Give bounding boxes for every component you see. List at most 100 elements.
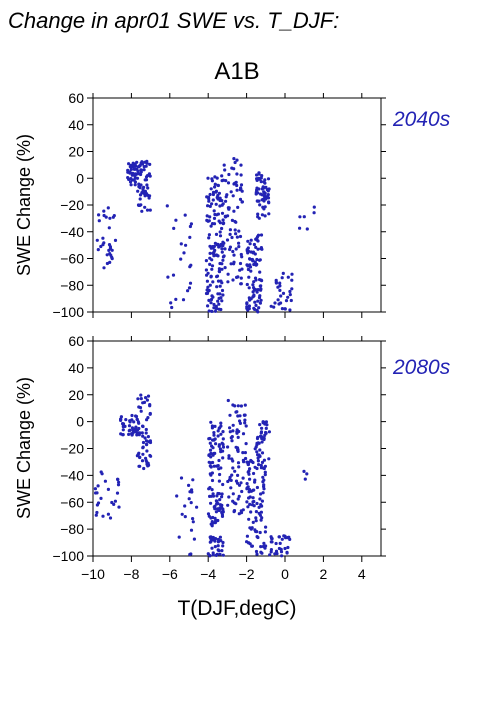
data-point xyxy=(218,552,222,556)
data-point xyxy=(235,235,239,239)
data-point xyxy=(222,221,226,225)
data-point xyxy=(147,172,151,176)
data-point xyxy=(254,549,259,554)
data-point xyxy=(180,512,184,516)
data-point xyxy=(221,430,225,434)
data-point xyxy=(226,272,230,276)
data-point xyxy=(113,238,118,242)
data-point xyxy=(237,241,241,245)
scenario-label: A1B xyxy=(214,58,259,85)
data-point xyxy=(212,254,216,258)
data-point xyxy=(286,275,290,279)
data-point xyxy=(255,552,259,556)
data-point xyxy=(216,548,220,552)
data-point xyxy=(215,285,219,289)
data-point xyxy=(145,449,149,453)
data-point xyxy=(215,519,219,523)
data-point xyxy=(170,305,174,310)
data-point xyxy=(245,301,249,305)
data-point xyxy=(227,495,231,499)
data-point xyxy=(179,242,183,246)
data-point xyxy=(238,268,242,272)
data-point xyxy=(107,243,112,247)
scatter-points xyxy=(95,157,316,314)
data-point xyxy=(218,498,222,502)
data-point xyxy=(256,212,260,216)
data-point xyxy=(221,540,225,545)
data-point xyxy=(172,226,176,230)
data-point xyxy=(217,492,221,496)
data-point xyxy=(102,266,106,270)
data-point xyxy=(216,537,220,542)
data-point xyxy=(218,535,222,539)
data-point xyxy=(97,213,101,217)
data-point xyxy=(139,409,143,413)
data-point xyxy=(212,302,216,307)
data-point xyxy=(143,189,147,193)
data-point xyxy=(262,436,266,440)
data-point xyxy=(138,455,142,460)
data-point xyxy=(101,514,105,518)
data-point xyxy=(233,181,237,185)
data-point xyxy=(236,473,240,477)
data-point xyxy=(96,501,101,505)
data-point xyxy=(221,456,225,460)
data-point xyxy=(235,410,239,414)
data-point xyxy=(263,470,267,474)
data-point xyxy=(110,257,114,261)
data-point xyxy=(107,226,111,230)
data-point xyxy=(280,307,284,311)
data-point xyxy=(130,426,134,430)
data-point xyxy=(247,275,251,279)
data-point xyxy=(108,216,112,220)
data-point xyxy=(146,186,150,190)
data-point xyxy=(212,209,216,213)
data-point xyxy=(305,227,309,231)
data-point xyxy=(148,208,152,212)
data-point xyxy=(288,537,292,542)
data-point xyxy=(232,209,236,213)
y-tick-label: −60 xyxy=(60,494,84,510)
data-point xyxy=(254,303,258,307)
data-point xyxy=(255,535,259,539)
data-point xyxy=(146,394,151,398)
data-point xyxy=(238,197,243,201)
data-point xyxy=(141,188,145,192)
data-point xyxy=(267,430,271,434)
data-point xyxy=(105,253,109,257)
data-point xyxy=(189,552,193,556)
data-point xyxy=(127,424,132,428)
data-point xyxy=(288,308,292,312)
data-point xyxy=(219,279,223,283)
data-point xyxy=(257,172,261,176)
data-point xyxy=(140,431,144,435)
data-point xyxy=(302,469,306,473)
data-point xyxy=(141,424,145,428)
data-point xyxy=(210,294,214,298)
data-point xyxy=(96,484,100,488)
y-tick-label: 40 xyxy=(68,117,84,133)
data-point xyxy=(213,451,217,455)
data-point xyxy=(189,501,193,505)
data-point xyxy=(129,183,133,187)
data-point xyxy=(312,211,316,215)
data-point xyxy=(278,541,282,546)
data-point xyxy=(253,287,257,292)
data-point xyxy=(243,451,247,455)
data-point xyxy=(286,295,290,299)
data-point xyxy=(182,251,186,255)
data-point xyxy=(254,237,258,241)
data-point xyxy=(247,487,252,492)
data-point xyxy=(274,281,278,285)
data-point xyxy=(231,278,235,282)
data-point xyxy=(205,279,209,283)
data-point xyxy=(260,213,264,217)
data-point xyxy=(228,247,232,252)
data-point xyxy=(298,226,302,230)
data-point xyxy=(217,307,221,311)
data-point xyxy=(256,288,260,292)
data-point xyxy=(256,459,260,463)
data-point xyxy=(235,481,240,485)
data-point xyxy=(226,445,230,449)
data-point xyxy=(140,459,145,463)
